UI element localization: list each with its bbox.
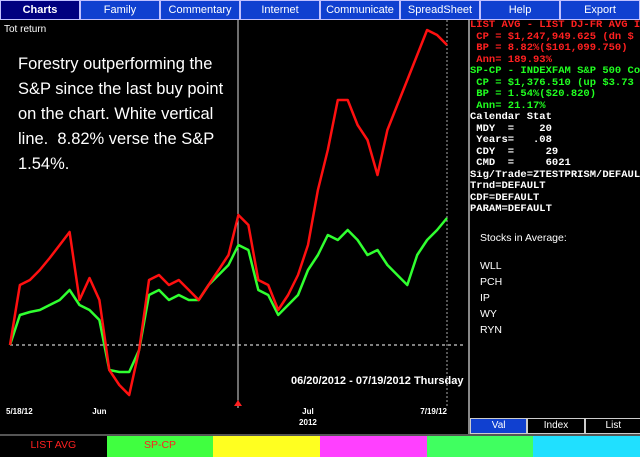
menu-tab[interactable]: Commentary xyxy=(160,0,240,20)
info-line: Years= .08 xyxy=(470,135,552,146)
x-tick-label: Jul xyxy=(302,407,314,416)
menu-tab[interactable]: SpreadSheet xyxy=(400,0,480,20)
menu-tab[interactable]: Help xyxy=(480,0,560,20)
info-line: Trnd=DEFAULT xyxy=(470,181,546,192)
info-line: CMD = 6021 xyxy=(470,158,571,169)
x-tick-label: 7/19/12 xyxy=(420,407,447,416)
info-panel: LIST AVG - LIST DJ-FR AVG I CP = $1,247,… xyxy=(468,20,640,434)
view-tabs: Val Index List xyxy=(470,418,640,434)
menu-tab[interactable]: Internet xyxy=(240,0,320,20)
stock-ticker: WLL xyxy=(480,260,502,272)
legend-slot[interactable] xyxy=(426,436,534,457)
menu-tab[interactable]: Charts xyxy=(0,0,80,20)
series-line xyxy=(8,28,448,397)
menu-tab[interactable]: Family xyxy=(80,0,160,20)
stocks-list: Stocks in Average: WLL PCH IP WY RYN xyxy=(480,230,567,338)
chart-label: Tot return xyxy=(4,24,46,35)
legend-item[interactable]: LIST AVG xyxy=(0,436,107,457)
x-tick-sublabel: 2012 xyxy=(299,418,317,427)
view-tab[interactable]: Val xyxy=(470,418,528,434)
legend-item[interactable]: SP-CP xyxy=(106,436,214,457)
date-range: 06/20/2012 - 07/19/2012 Thursday xyxy=(291,375,464,387)
info-line: SP-CP - INDEXFAM S&P 500 Co xyxy=(470,66,640,77)
annotation: Forestry outperforming the S&P since the… xyxy=(18,55,228,173)
info-line: BP = 1.54%($20.820) xyxy=(470,89,597,100)
legend-slot[interactable] xyxy=(213,436,321,457)
info-line: CP = $1,247,949.625 (dn $ xyxy=(470,31,634,43)
stock-ticker: RYN xyxy=(480,324,502,336)
info-line: Ann= 21.17% xyxy=(470,100,546,112)
info-line: Ann= 189.93% xyxy=(470,54,552,66)
view-tab[interactable]: Index xyxy=(527,418,585,434)
info-line: CDY = 29 xyxy=(470,146,559,158)
legend-bar: LIST AVG SP-CP xyxy=(0,434,640,457)
info-line: CDF=DEFAULT xyxy=(470,192,540,204)
info-line: Sig/Trade=ZTESTPRISM/DEFAUL xyxy=(470,169,640,181)
series-line xyxy=(8,217,448,374)
chart: Tot return 06/20/2012 - 07/19/2012 Thurs… xyxy=(0,20,466,432)
x-tick-label: Jun xyxy=(92,407,106,416)
info-line: Calendar Stat xyxy=(470,112,552,123)
info-line: LIST AVG - LIST DJ-FR AVG I xyxy=(470,20,640,31)
view-tab[interactable]: List xyxy=(584,418,640,434)
info-lines: LIST AVG - LIST DJ-FR AVG I CP = $1,247,… xyxy=(470,20,640,216)
menu-bar: Charts Family Commentary Internet Communicat… xyxy=(0,0,640,20)
stocks-title: Stocks in Average: xyxy=(480,232,567,244)
menu-tab[interactable]: Export xyxy=(560,0,640,20)
info-line: MDY = 20 xyxy=(470,123,552,135)
info-line: BP = 8.82%($101,099.750) xyxy=(470,43,628,54)
info-line: CP = $1,376.510 (up $3.73 xyxy=(470,77,634,89)
stock-ticker: IP xyxy=(480,292,490,304)
chart-background xyxy=(0,20,466,432)
legend-slot[interactable] xyxy=(320,436,427,457)
x-tick-label: 5/18/12 xyxy=(6,407,33,416)
stock-ticker: WY xyxy=(480,308,497,320)
buy-marker xyxy=(234,400,242,406)
stock-ticker: PCH xyxy=(480,276,503,288)
menu-tab[interactable]: Communicate xyxy=(320,0,400,20)
info-line: PARAM=DEFAULT xyxy=(470,204,552,215)
legend-slot[interactable] xyxy=(533,436,640,457)
